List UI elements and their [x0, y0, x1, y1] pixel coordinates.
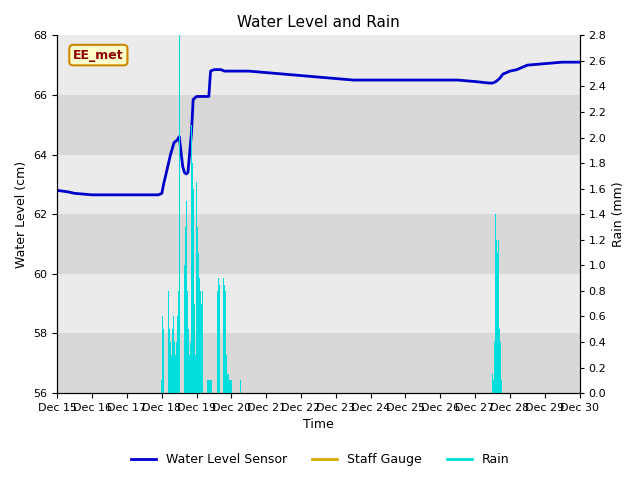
Bar — [175, 355, 176, 393]
Bar — [227, 374, 228, 393]
Bar — [211, 380, 212, 393]
Title: Water Level and Rain: Water Level and Rain — [237, 15, 400, 30]
Bar — [58, 95, 580, 155]
Legend: Water Level Sensor, Staff Gauge, Rain: Water Level Sensor, Staff Gauge, Rain — [125, 448, 515, 471]
Bar — [192, 163, 193, 393]
Bar — [172, 329, 173, 393]
Bar — [209, 380, 210, 393]
Bar — [58, 155, 580, 214]
Bar — [189, 355, 190, 393]
Bar — [502, 380, 504, 393]
Bar — [186, 202, 187, 393]
Bar — [208, 380, 209, 393]
Bar — [166, 240, 168, 393]
Bar — [210, 380, 211, 393]
Y-axis label: Water Level (cm): Water Level (cm) — [15, 161, 28, 268]
Bar — [492, 374, 493, 393]
Bar — [221, 240, 223, 393]
Bar — [197, 227, 198, 393]
Bar — [169, 329, 170, 393]
X-axis label: Time: Time — [303, 419, 334, 432]
Bar — [229, 380, 230, 393]
Bar — [493, 380, 494, 393]
Bar — [194, 304, 195, 393]
Bar — [171, 355, 172, 393]
Bar — [230, 380, 231, 393]
Bar — [225, 291, 226, 393]
Bar — [198, 252, 199, 393]
Bar — [205, 374, 207, 393]
Y-axis label: Rain (mm): Rain (mm) — [612, 181, 625, 247]
Bar — [182, 291, 184, 393]
Bar — [231, 380, 232, 393]
Bar — [495, 214, 496, 393]
Bar — [195, 355, 196, 393]
Bar — [177, 316, 178, 393]
Bar — [188, 329, 189, 393]
Bar — [497, 252, 498, 393]
Bar — [193, 189, 194, 393]
Bar — [161, 380, 163, 393]
Bar — [176, 342, 177, 393]
Bar — [178, 291, 179, 393]
Bar — [187, 291, 188, 393]
Bar — [217, 291, 218, 393]
Bar — [58, 274, 580, 334]
Bar — [190, 342, 191, 393]
Bar — [179, 36, 180, 393]
Bar — [174, 342, 175, 393]
Text: EE_met: EE_met — [73, 48, 124, 61]
Bar — [218, 278, 219, 393]
Bar — [180, 329, 181, 393]
Bar — [170, 342, 171, 393]
Bar — [500, 342, 501, 393]
Bar — [58, 36, 580, 95]
Bar — [58, 214, 580, 274]
Bar — [494, 342, 495, 393]
Bar — [224, 285, 225, 393]
Bar — [196, 182, 197, 393]
Bar — [58, 334, 580, 393]
Bar — [202, 291, 204, 393]
Bar — [191, 125, 192, 393]
Bar — [163, 329, 164, 393]
Bar — [199, 278, 200, 393]
Bar — [499, 329, 500, 393]
Bar — [185, 227, 186, 393]
Bar — [164, 291, 165, 393]
Bar — [496, 240, 497, 393]
Bar — [200, 291, 201, 393]
Bar — [226, 355, 227, 393]
Bar — [219, 285, 220, 393]
